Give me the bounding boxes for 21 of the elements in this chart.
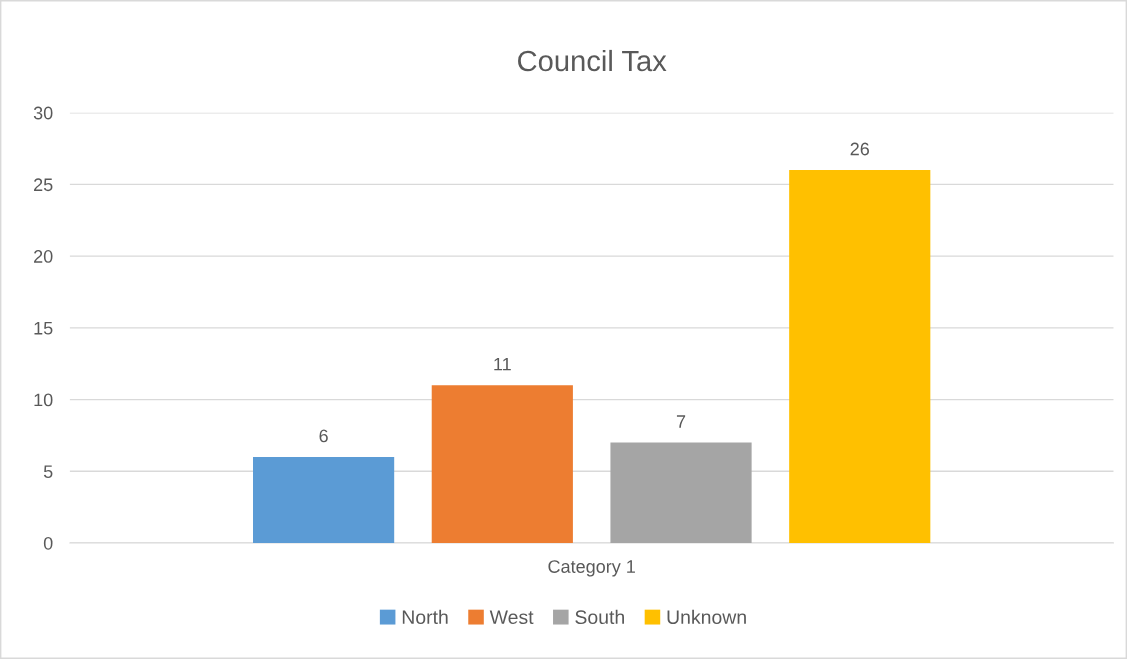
legend-label: South: [575, 609, 624, 625]
data-label: 11: [494, 357, 511, 371]
bar: [431, 385, 573, 544]
x-tick-label: Category 1: [548, 560, 635, 577]
chart-title: Council Tax: [518, 49, 667, 72]
bar: [789, 170, 931, 544]
y-tick-label: 15: [34, 321, 53, 335]
y-tick-label: 10: [34, 393, 53, 407]
data-label: 26: [850, 142, 869, 156]
y-tick-label: 0: [43, 536, 53, 550]
y-tick-label: 30: [33, 106, 53, 120]
legend-label: North: [402, 609, 448, 625]
data-label: 7: [676, 415, 686, 428]
data-label: 6: [319, 429, 328, 443]
legend-label: Unknown: [667, 609, 746, 625]
legend-label: West: [489, 610, 534, 625]
y-tick-label: 25: [34, 178, 53, 192]
y-tick-label: 5: [43, 465, 53, 479]
y-tick-label: 20: [34, 250, 53, 263]
bar: [253, 456, 395, 544]
bar: [610, 442, 752, 544]
